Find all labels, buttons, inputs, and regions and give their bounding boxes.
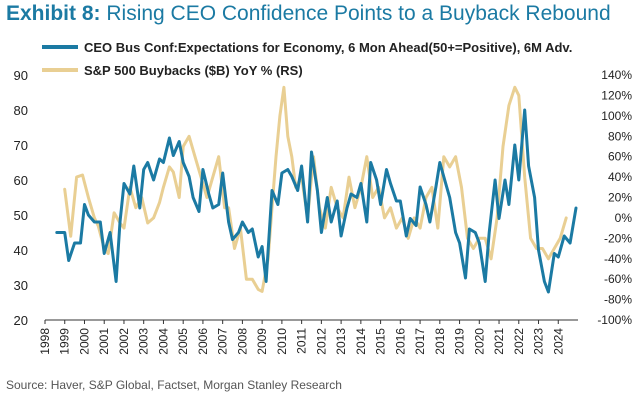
left-axis-tick-label: 20 [14,313,28,328]
x-axis-tick-label: 2018 [433,328,447,355]
buybacks-series-line [63,85,568,293]
right-axis-tick-label: -20% [604,231,632,245]
x-axis-tick-label: 2009 [255,328,269,355]
x-axis-tick-label: 2024 [551,328,565,355]
right-axis-tick-label: 40% [608,170,632,184]
right-axis-tick-label: -60% [604,272,632,286]
left-axis-tick-label: 70 [14,138,28,153]
right-axis-tick-label: 80% [608,129,632,143]
right-axis-tick-label: -100% [597,313,632,327]
x-axis-tick-label: 2012 [314,328,328,355]
right-axis-tick-label: 60% [608,150,632,164]
chart-title-lead: Exhibit 8: [6,2,101,25]
x-axis-tick-label: 2014 [354,328,368,355]
right-axis-tick-label: 0% [615,211,633,225]
x-axis-tick-label: 2016 [393,328,407,355]
left-axis-tick-label: 50 [14,208,28,223]
x-axis-tick-label: 2010 [275,328,289,355]
x-axis-tick-label: 2006 [196,328,210,355]
right-axis-tick-label: 120% [601,88,632,102]
x-axis-tick-label: 2013 [334,328,348,355]
right-axis-tick-label: 20% [608,191,632,205]
chart-area: 20 30 40 50 60 70 80 90 -100% -80% -60% -40% -20% 0% 2… [14,40,633,355]
x-axis-tick-label: 2008 [235,328,249,355]
x-axis-tick-label: 2007 [216,328,230,355]
x-axis-tick-label: 2023 [532,328,546,355]
chart-svg: 20 30 40 50 60 70 80 90 -100% -80% -60% -40% -20% 0% 2… [14,40,633,355]
source-note: Source: Haver, S&P Global, Factset, Morg… [6,378,342,392]
x-axis-tick-label: 2011 [295,328,309,354]
legend-label: S&P 500 Buybacks ($B) YoY % (RS) [84,63,303,78]
right-axis-tick-label: 100% [601,109,632,123]
chart-title: Exhibit 8: Rising CEO Confidence Points … [6,2,611,26]
legend-label: CEO Bus Conf:Expectations for Economy, 6… [84,40,572,55]
x-axis-tick-label: 2001 [97,328,111,355]
right-axis-tick-label: -80% [604,293,632,307]
x-axis-tick-label: 2022 [512,328,526,355]
x-axis-tick-label: 2003 [137,328,151,355]
x-axis-tick-label: 1998 [38,328,52,355]
left-axis-tick-label: 90 [14,68,28,83]
left-axis-tick-label: 40 [14,243,28,258]
x-axis-tick-label: 2004 [156,328,170,355]
x-axis-tick-label: 1999 [58,328,72,355]
x-axis-tick-label: 2021 [492,328,506,355]
left-axis-tick-label: 80 [14,103,28,118]
x-axis-tick-label: 2020 [472,328,486,355]
left-axis-tick-label: 60 [14,173,28,188]
right-axis-tick-label: 140% [601,68,632,82]
ceo-confidence-series-line [55,108,578,294]
x-axis-tick-label: 2000 [77,328,91,355]
chart-title-text: Rising CEO Confidence Points to a Buybac… [106,2,611,25]
right-axis-tick-label: -40% [604,252,632,266]
left-axis-tick-label: 30 [14,278,28,293]
x-axis-tick-label: 2017 [413,328,427,355]
x-axis-tick-label: 2002 [117,328,131,355]
x-axis-tick-label: 2005 [176,328,190,355]
x-axis-tick-label: 2019 [453,328,467,355]
x-axis-tick-label: 2015 [374,328,388,355]
